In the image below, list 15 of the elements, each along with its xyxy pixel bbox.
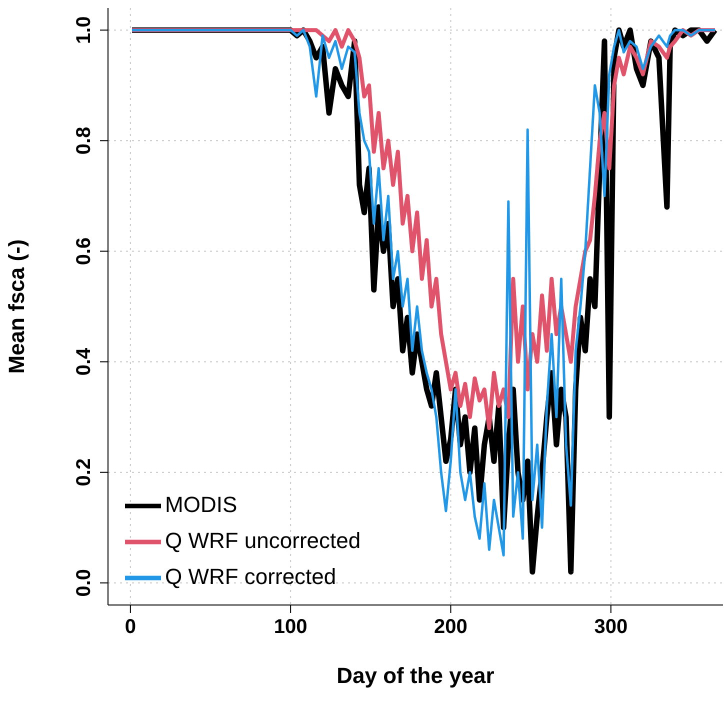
x-tick-label: 100: [274, 616, 308, 638]
x-tick-label: 0: [124, 616, 136, 638]
y-tick-label: 0.8: [73, 126, 95, 155]
x-tick-label: 200: [434, 616, 468, 638]
y-tick-label: 0.2: [73, 458, 95, 486]
legend-label: Q WRF corrected: [165, 564, 336, 589]
legend-label: MODIS: [165, 492, 238, 517]
y-tick-label: 1.0: [73, 16, 95, 44]
x-tick-label: 300: [594, 616, 628, 638]
legend-label: Q WRF uncorrected: [165, 528, 361, 553]
y-tick-label: 0.6: [73, 237, 95, 266]
y-axis-title: Mean fsca (-): [4, 239, 29, 374]
y-tick-label: 0.0: [73, 568, 95, 597]
y-tick-label: 0.4: [73, 347, 95, 376]
x-axis-title: Day of the year: [336, 663, 495, 688]
